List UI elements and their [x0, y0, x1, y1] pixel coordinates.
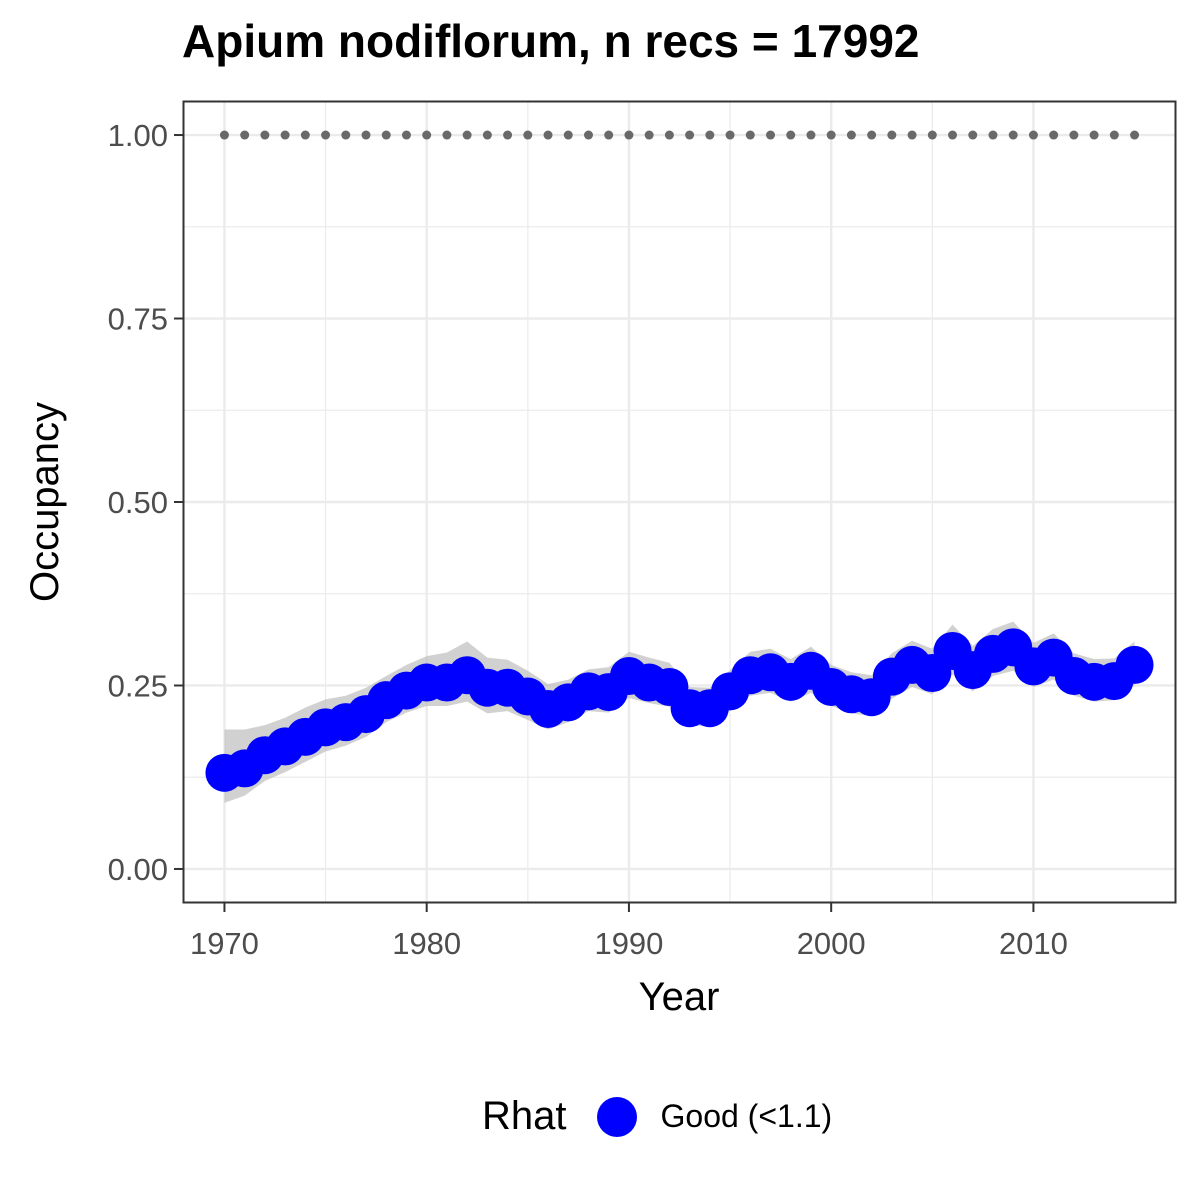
reference-point — [503, 130, 513, 140]
reference-dots — [219, 130, 1140, 140]
reference-point — [240, 130, 250, 140]
reference-point — [705, 130, 715, 140]
reference-point — [786, 130, 796, 140]
reference-point — [867, 130, 877, 140]
reference-point — [280, 130, 290, 140]
reference-point — [260, 130, 270, 140]
legend: Rhat Good (<1.1) — [482, 1094, 832, 1139]
y-tick-label: 0.00 — [108, 852, 168, 887]
reference-point — [361, 130, 371, 140]
reference-point — [523, 130, 533, 140]
y-tick-label: 0.75 — [108, 302, 168, 337]
data-point — [1115, 645, 1154, 684]
x-tick-label: 2010 — [999, 926, 1068, 961]
reference-point — [1028, 130, 1038, 140]
legend-title: Rhat — [482, 1094, 567, 1138]
reference-point — [583, 130, 593, 140]
reference-point — [482, 130, 492, 140]
x-axis: 1970 1980 1990 2000 2010 — [190, 902, 1068, 961]
y-tick-label: 1.00 — [108, 118, 168, 153]
reference-point — [968, 130, 978, 140]
reference-point — [442, 130, 452, 140]
reference-point — [300, 130, 310, 140]
x-tick-label: 1970 — [190, 926, 259, 961]
reference-point — [563, 130, 573, 140]
x-tick-label: 1980 — [392, 926, 461, 961]
x-axis-label: Year — [639, 975, 720, 1019]
reference-point — [766, 130, 776, 140]
x-tick-label: 2000 — [797, 926, 866, 961]
reference-point — [806, 130, 816, 140]
blue-series-points — [205, 628, 1154, 792]
reference-point — [988, 130, 998, 140]
reference-point — [948, 130, 958, 140]
reference-point — [1049, 130, 1059, 140]
reference-point — [401, 130, 411, 140]
reference-point — [341, 130, 351, 140]
reference-point — [624, 130, 634, 140]
x-tick-label: 1990 — [594, 926, 663, 961]
reference-point — [1069, 130, 1079, 140]
reference-point — [745, 130, 755, 140]
reference-point — [219, 130, 229, 140]
reference-point — [1089, 130, 1099, 140]
reference-point — [1130, 130, 1140, 140]
reference-point — [543, 130, 553, 140]
legend-label-good: Good (<1.1) — [660, 1098, 833, 1134]
reference-point — [725, 130, 735, 140]
y-tick-label: 0.50 — [108, 485, 168, 520]
reference-point — [826, 130, 836, 140]
reference-point — [907, 130, 917, 140]
reference-point — [846, 130, 856, 140]
reference-point — [664, 130, 674, 140]
reference-point — [887, 130, 897, 140]
y-axis: 0.00 0.25 0.50 0.75 1.00 — [108, 118, 184, 887]
reference-point — [381, 130, 391, 140]
y-tick-label: 0.25 — [108, 668, 168, 703]
reference-point — [462, 130, 472, 140]
reference-point — [321, 130, 331, 140]
reference-point — [422, 130, 432, 140]
reference-point — [644, 130, 654, 140]
reference-point — [685, 130, 695, 140]
reference-point — [927, 130, 937, 140]
y-axis-label: Occupancy — [23, 402, 67, 602]
legend-key-good-icon — [596, 1096, 637, 1137]
reference-point — [1008, 130, 1018, 140]
reference-point — [604, 130, 614, 140]
chart-title: Apium nodiflorum, n recs = 17992 — [182, 15, 920, 67]
grid-lines — [184, 102, 1175, 902]
reference-point — [1109, 130, 1119, 140]
